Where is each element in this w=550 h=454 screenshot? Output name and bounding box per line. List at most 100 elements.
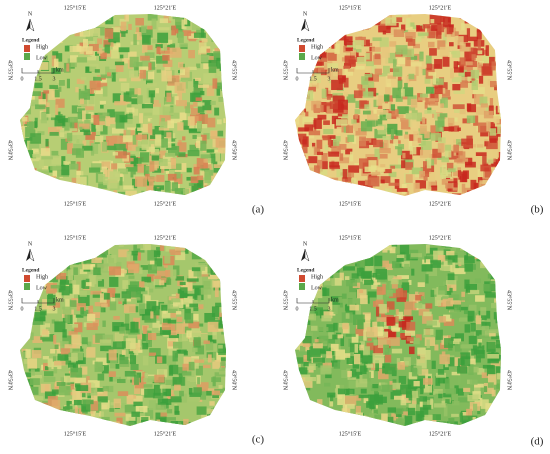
heat-patch [24,60,31,67]
heat-patch [198,397,203,402]
panel-label: (d) [531,436,544,448]
heat-patch [327,177,339,183]
heat-patch [342,187,352,193]
heat-patch [505,414,513,417]
heat-patch [418,97,428,101]
heat-patch [23,408,31,416]
heat-patch [435,329,443,340]
heat-patch [477,39,481,50]
heat-patch [427,398,433,407]
heat-patch [420,296,425,300]
heat-patch [211,37,215,42]
heat-patch [323,194,333,196]
heat-patch [489,280,495,291]
heat-patch [419,125,427,134]
heat-patch [464,324,471,333]
heat-patch [322,362,332,368]
heat-patch [168,296,179,301]
heat-patch [504,126,511,130]
heat-patch [404,301,417,311]
heat-patch [414,302,423,308]
heat-patch [375,306,380,317]
heat-patch [198,304,204,310]
heat-patch [340,420,349,426]
heat-patch [499,190,501,196]
heat-patch [359,344,364,351]
heat-patch [157,398,169,405]
heat-patch [94,361,103,372]
heat-patch [25,323,32,328]
heat-patch [372,384,379,389]
heat-patch [58,86,62,92]
heat-patch [417,194,425,196]
heat-patch [196,382,209,392]
heat-patch [97,38,103,45]
heat-patch [452,199,457,206]
heat-patch [165,152,176,157]
heat-patch [215,417,226,426]
heat-patch [367,291,377,298]
heat-patch [453,144,459,153]
heat-patch [88,111,94,123]
heat-patch [413,380,421,387]
heat-patch [419,378,425,389]
heat-patch [45,175,57,181]
heat-patch [314,253,324,261]
heat-patch [391,194,402,196]
heat-patch [408,395,413,401]
heat-patch [204,169,212,180]
heat-patch [366,327,378,338]
heat-patch [67,21,77,26]
heat-patch [486,140,498,150]
heat-patch [130,321,139,333]
heat-patch [118,191,126,196]
heat-patch [452,400,460,406]
heat-patch [390,323,401,331]
heat-patch [170,330,178,336]
heat-patch [495,366,501,374]
heat-patch [190,176,199,184]
heat-patch [299,422,309,426]
heat-patch [100,288,107,293]
heat-patch [80,307,85,315]
heat-patch [355,371,363,383]
heat-patch [377,337,390,348]
heat-patch [23,372,32,377]
heat-patch [359,23,370,31]
heat-patch [473,385,481,393]
heat-patch [177,32,184,43]
heat-patch [443,393,452,401]
heat-patch [29,410,40,419]
heat-patch [444,338,453,348]
heat-patch [448,294,460,305]
heat-patch [350,186,355,190]
heat-patch [441,400,445,406]
heat-patch [200,28,205,38]
heat-patch [67,116,78,123]
heat-patch [223,74,226,84]
heat-patch [352,136,357,144]
heat-patch [432,414,441,421]
heat-patch [158,126,170,131]
heat-patch [218,97,225,102]
heat-patch [133,401,143,407]
heat-patch [26,121,35,133]
heat-patch [313,18,318,28]
heat-patch [136,244,143,249]
heat-patch [121,291,131,299]
heat-patch [385,52,396,64]
heat-patch [395,309,399,315]
heat-patch [147,264,158,274]
heat-patch [222,307,226,312]
heat-patch [146,29,153,38]
heat-patch [152,115,160,123]
heat-patch [126,129,131,140]
heat-patch [314,165,320,175]
heat-patch [432,148,442,158]
heat-patch [366,138,377,145]
heat-patch [331,277,342,286]
heat-patch [153,250,161,258]
heat-patch [178,152,186,157]
heat-patch [96,125,103,132]
heat-patch [364,249,375,255]
